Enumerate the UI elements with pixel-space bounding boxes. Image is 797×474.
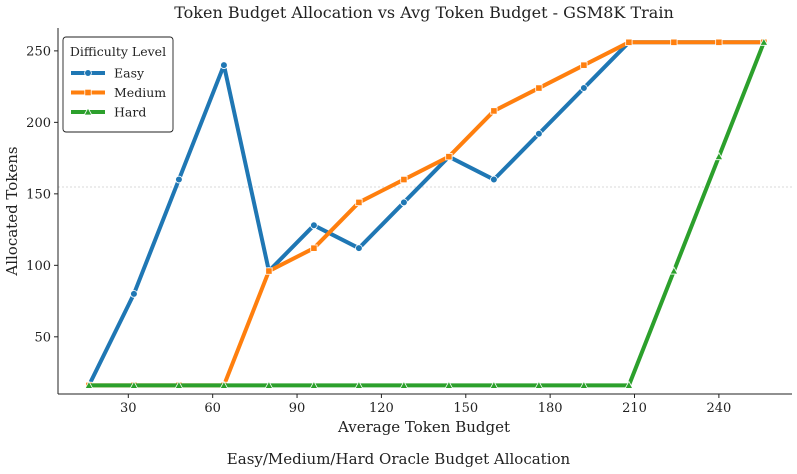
data-point-medium [445, 153, 453, 161]
data-point-easy [400, 198, 408, 207]
data-point-hard [174, 380, 184, 389]
data-point-medium [580, 61, 588, 69]
data-point-medium [670, 38, 678, 46]
data-point-easy [310, 221, 318, 230]
data-point-hard [759, 37, 769, 46]
data-point-hard [129, 380, 139, 389]
data-point-easy [220, 61, 228, 69]
legend-entries: Easy Medium Hard [71, 66, 166, 120]
chart-title: Token Budget Allocation vs Avg Token Bud… [174, 3, 674, 22]
data-point-medium [310, 244, 318, 252]
legend: Difficulty Level Easy Medium Hard [62, 36, 174, 133]
series-hard [84, 37, 769, 389]
data-point-medium [355, 198, 363, 207]
data-point-easy [535, 129, 543, 138]
data-point-hard [84, 380, 94, 389]
y-tick-label: 150 [26, 187, 51, 202]
series-line-hard [86, 40, 766, 388]
legend-label-medium: Medium [114, 85, 166, 100]
data-point-easy [130, 290, 138, 298]
data-point-hard [399, 380, 409, 389]
x-tick-label: 180 [538, 401, 563, 416]
y-tick-label: 200 [26, 116, 51, 131]
data-point-medium [715, 38, 723, 46]
series-medium [85, 38, 768, 390]
data-point-hard [309, 380, 319, 389]
x-tick-label: 30 [120, 401, 137, 416]
data-point-medium [535, 84, 543, 92]
legend-label-hard: Hard [114, 105, 146, 120]
data-point-hard [669, 266, 679, 275]
data-point-hard [489, 380, 499, 389]
data-point-easy [490, 175, 498, 184]
figure-caption: Easy/Medium/Hard Oracle Budget Allocatio… [226, 450, 571, 468]
data-point-medium [265, 267, 273, 275]
legend-title: Difficulty Level [70, 44, 166, 59]
data-point-hard [714, 151, 724, 161]
series-layer [84, 37, 769, 390]
y-tick-label: 100 [26, 259, 51, 274]
legend-marker-hard [83, 107, 93, 116]
x-axis-label: Average Token Budget [337, 418, 510, 436]
legend-entry-easy: Easy [71, 66, 145, 81]
legend-entry-medium: Medium [71, 85, 166, 100]
series-line-medium [86, 40, 766, 388]
data-point-easy [355, 244, 363, 252]
x-tick-label: 150 [453, 401, 478, 416]
y-axis-label: Allocated Tokens [3, 146, 21, 276]
legend-marker-medium [84, 88, 92, 97]
legend-label-easy: Easy [114, 66, 145, 81]
data-point-medium [625, 38, 633, 46]
data-point-easy [580, 84, 588, 92]
legend-marker-easy [84, 69, 92, 77]
x-tick-label: 240 [706, 401, 731, 416]
data-point-hard [534, 380, 544, 389]
legend-entry-hard: Hard [71, 105, 146, 120]
data-point-easy [175, 175, 183, 184]
series-easy [85, 38, 768, 390]
axes: 30 60 90 120 150 180 210 240 50 100 150 200 250 [26, 28, 792, 416]
x-tick-label: 60 [204, 401, 221, 416]
data-point-hard [444, 380, 454, 389]
x-tick-label: 210 [622, 401, 647, 416]
data-point-hard [579, 380, 589, 389]
data-point-hard [219, 380, 229, 389]
series-line-easy [86, 40, 766, 388]
data-point-medium [400, 175, 408, 184]
data-point-medium [490, 107, 498, 115]
data-point-hard [354, 380, 364, 389]
data-point-hard [624, 380, 634, 389]
x-tick-label: 120 [369, 401, 394, 416]
y-tick-label: 50 [34, 330, 51, 345]
y-tick-label: 250 [26, 44, 51, 59]
legend-box [62, 36, 174, 133]
data-point-hard [264, 380, 274, 389]
x-tick-label: 90 [289, 401, 306, 416]
